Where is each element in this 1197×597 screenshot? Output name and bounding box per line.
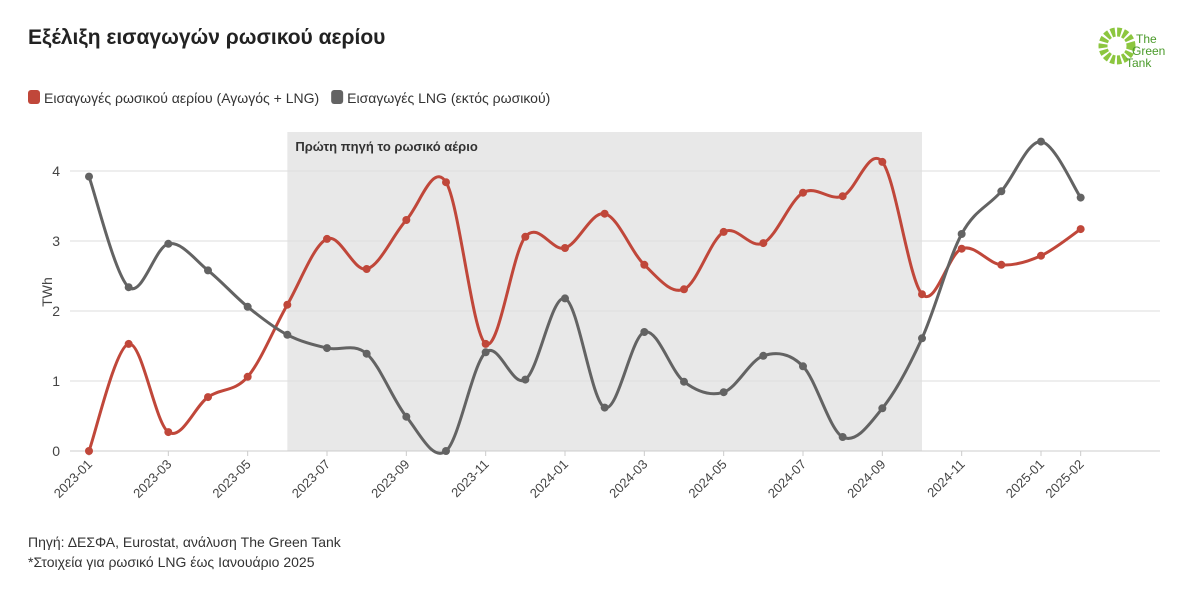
data-point [997, 260, 1006, 269]
data-point [759, 239, 768, 248]
data-point [124, 339, 133, 348]
data-point [719, 388, 728, 397]
data-point [402, 412, 411, 421]
data-point [323, 344, 331, 353]
x-tick-label: 2025-01 [1003, 457, 1047, 501]
data-point [838, 192, 847, 201]
x-tick-label: 2024-05 [685, 457, 729, 501]
note: Πηγή: ΔΕΣΦΑ, Eurostat, ανάλυση The Green… [28, 534, 342, 550]
data-point [283, 330, 292, 339]
x-tick-label: 2023-01 [51, 457, 95, 501]
x-tick-label: 2024-07 [765, 457, 809, 501]
data-point [918, 334, 926, 343]
data-point [402, 216, 411, 224]
data-point [600, 403, 609, 412]
data-point [561, 244, 569, 252]
data-point [680, 377, 688, 386]
legend-swatch [28, 90, 40, 104]
data-point [957, 244, 966, 253]
logo: The Green Tank [1098, 27, 1165, 70]
data-point [204, 393, 212, 402]
chart-title: Εξέλιξη εισαγωγών ρωσικού αερίου [28, 26, 385, 49]
logo-text: The [1136, 32, 1157, 46]
data-point [1037, 137, 1045, 146]
data-point [204, 266, 212, 275]
data-point [164, 239, 173, 248]
x-tick-label: 2023-11 [448, 457, 492, 501]
x-tick-label: 2023-03 [130, 457, 174, 501]
data-point [243, 372, 252, 381]
data-point [680, 285, 688, 294]
data-point [561, 294, 569, 303]
data-point [442, 447, 450, 455]
data-point [1076, 193, 1085, 202]
x-tick-label: 2025-02 [1042, 457, 1086, 501]
data-point [362, 265, 371, 273]
y-tick-label: 3 [52, 233, 60, 249]
highlight-band [287, 132, 922, 451]
data-point [481, 348, 490, 357]
logo-icon [1098, 27, 1136, 65]
data-point [640, 328, 649, 336]
data-point [481, 339, 490, 348]
data-point [918, 290, 926, 299]
data-point [85, 447, 93, 455]
x-tick-label: 2023-05 [209, 457, 253, 501]
data-point [1076, 225, 1085, 234]
data-point [878, 404, 887, 413]
data-point [878, 157, 887, 166]
x-tick-label: 2024-11 [924, 457, 968, 501]
y-tick-label: 2 [52, 303, 60, 319]
data-point [600, 209, 609, 218]
data-point [799, 362, 807, 371]
data-point [283, 300, 292, 309]
data-point [124, 283, 133, 292]
data-point [521, 232, 530, 241]
logo-text: Tank [1126, 56, 1152, 70]
data-point [362, 349, 371, 358]
x-tick-label: 2024-03 [606, 457, 650, 501]
data-point [1037, 251, 1045, 260]
data-point [759, 351, 768, 360]
data-point [442, 178, 450, 187]
data-point [719, 227, 728, 236]
data-point [323, 234, 331, 243]
y-tick-label: 1 [52, 373, 60, 389]
series-line [87, 140, 1082, 455]
data-point [243, 302, 252, 311]
data-point [957, 230, 966, 238]
highlight-label: Πρώτη πηγή το ρωσικό αέριο [295, 139, 477, 154]
data-point [521, 375, 530, 384]
data-point [997, 187, 1006, 196]
x-tick-label: 2023-09 [368, 457, 412, 501]
legend-swatch [331, 90, 344, 104]
x-tick-label: 2024-01 [527, 457, 571, 501]
data-point [799, 188, 807, 197]
legend-label: Εισαγωγές ρωσικού αερίου (Αγωγός + LNG) [44, 90, 319, 106]
x-tick-label: 2023-07 [289, 457, 333, 501]
data-point [640, 260, 649, 269]
note: *Στοιχεία για ρωσικό LNG έως Ιανουάριο 2… [28, 554, 315, 570]
data-point [838, 433, 847, 441]
y-tick-label: 4 [52, 163, 60, 179]
x-tick-label: 2024-09 [844, 457, 888, 501]
data-point [85, 172, 93, 181]
legend-label: Εισαγωγές LNG (εκτός ρωσικού) [347, 90, 550, 106]
y-tick-label: 0 [52, 443, 60, 459]
logo-text: Green [1132, 44, 1165, 58]
data-point [164, 428, 173, 437]
y-axis-label: TWh [39, 277, 55, 307]
